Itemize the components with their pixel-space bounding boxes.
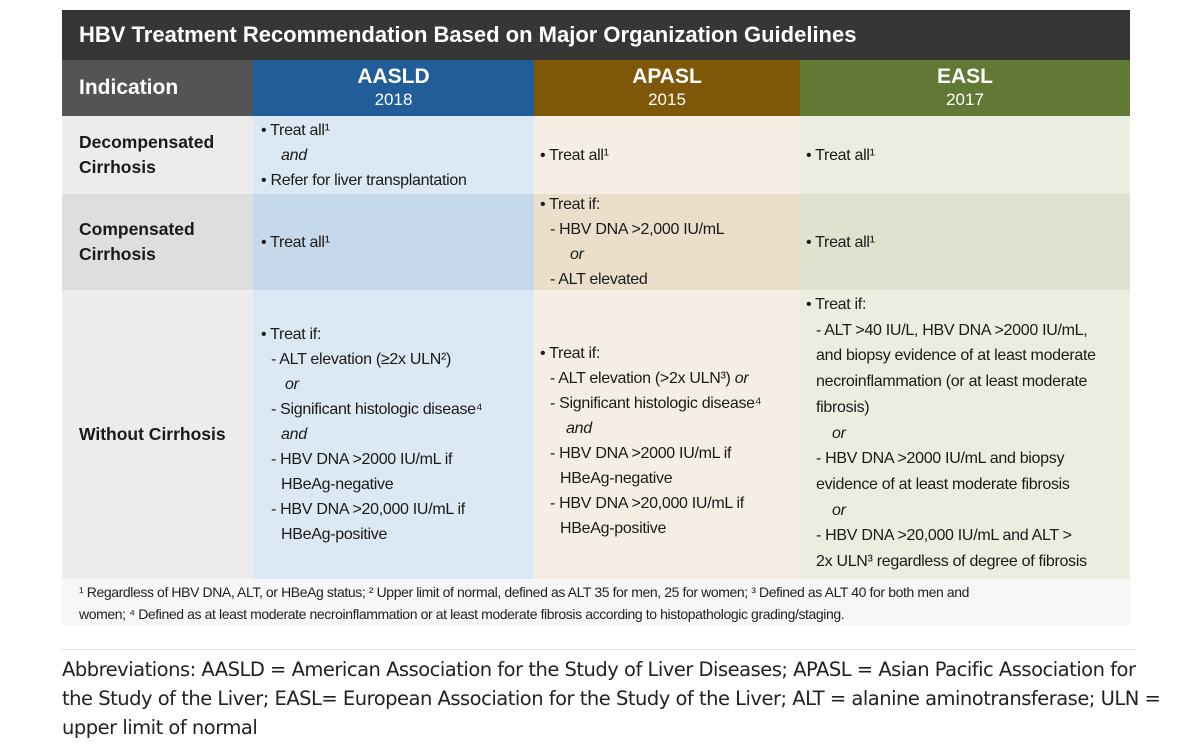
header-aasld: AASLD 2018 [253, 60, 534, 116]
cell-line: - ALT elevation (≥2x ULN²) [271, 351, 452, 368]
abbreviations-line: Abbreviations: AASLD = American Associat… [62, 658, 1136, 681]
cell-line: or [832, 501, 846, 519]
footnote-line: ¹ Regardless of HBV DNA, ALT, or HBeAg s… [79, 584, 970, 600]
cell-line: - HBV DNA >20,000 IU/mL if [550, 495, 744, 512]
table-title: HBV Treatment Recommendation Based on Ma… [62, 10, 1130, 60]
indication-line: Cirrhosis [79, 244, 156, 264]
cell-line: and [281, 426, 307, 443]
header-apasl-name: APASL [632, 65, 702, 88]
cell-line: • Treat all¹ [540, 146, 609, 164]
cell-line: - HBV DNA >2000 IU/mL if [550, 445, 732, 462]
cell-line: and [566, 420, 592, 437]
indication-line: Without Cirrhosis [79, 424, 226, 444]
cell-line: - HBV DNA >20,000 IU/mL if [271, 501, 465, 518]
abbreviations-caption: Abbreviations: AASLD = American Associat… [62, 655, 1161, 742]
cell-without-cirrhosis-apasl: • Treat if: - ALT elevation (>2x ULN³) o… [534, 290, 800, 579]
cell-line: • Refer for liver transplantation [261, 171, 467, 189]
cell-line: necroinflammation (or at least moderate [816, 373, 1088, 391]
header-apasl-year: 2015 [648, 90, 686, 109]
cell-line: fibrosis) [816, 398, 870, 416]
cell-line: • Treat if: [540, 345, 601, 362]
divider [62, 649, 1137, 650]
cell-compensated-aasld: • Treat all¹ [253, 194, 534, 290]
cell-line: - Significant histologic disease⁴ [550, 395, 762, 412]
cell-line: or [285, 376, 299, 393]
cell-line: - ALT elevation (>2x ULN³) or [540, 366, 800, 391]
cell-line: 2x ULN³ regardless of degree of fibrosis [816, 553, 1087, 571]
cell-line: HBeAg-negative [281, 476, 394, 493]
cell-without-cirrhosis-easl: • Treat if: - ALT >40 IU/L, HBV DNA >200… [800, 290, 1130, 579]
abbreviations-line: upper limit of normal [62, 716, 258, 739]
header-apasl: APASL 2015 [534, 60, 800, 116]
guideline-table-figure: HBV Treatment Recommendation Based on Ma… [62, 10, 1130, 626]
cell-line: • Treat all¹ [806, 146, 875, 164]
cell-line: - HBV DNA >2000 IU/mL and biopsy [816, 450, 1065, 468]
indication-line: Cirrhosis [79, 157, 156, 177]
cell-line-part: - ALT elevation (>2x ULN³) [550, 370, 731, 387]
header-easl-name: EASL [936, 65, 993, 88]
cell-line: - Significant histologic disease⁴ [271, 401, 483, 418]
header-aasld-year: 2018 [374, 90, 413, 109]
cell-compensated-easl: • Treat all¹ [800, 194, 1130, 290]
header-easl-year: 2017 [946, 90, 984, 109]
indication-compensated-cirrhosis: Compensated Cirrhosis [62, 194, 253, 290]
indication-line: Compensated [79, 219, 195, 239]
cell-line: • Treat all¹ [261, 121, 330, 139]
cell-decompensated-apasl: • Treat all¹ [534, 116, 800, 194]
header-indication: Indication [62, 60, 253, 116]
cell-line: - HBV DNA >20,000 IU/mL and ALT > [816, 527, 1072, 545]
cell-line: and biopsy evidence of at least moderate [816, 347, 1096, 365]
indication-line: Decompensated [79, 132, 215, 152]
cell-line: or [832, 424, 846, 442]
cell-line: • Treat all¹ [261, 233, 330, 251]
cell-line-part: or [734, 370, 749, 387]
abbreviations-line: the Study of the Liver; EASL= European A… [62, 687, 1161, 710]
table-footnote: ¹ Regardless of HBV DNA, ALT, or HBeAg s… [62, 579, 1130, 626]
cell-line: • Treat if: [540, 196, 601, 213]
indication-decompensated-cirrhosis: Decompensated Cirrhosis [62, 116, 253, 194]
cell-line: evidence of at least moderate fibrosis [816, 475, 1070, 493]
cell-line: • Treat all¹ [806, 233, 875, 251]
header-aasld-name: AASLD [357, 65, 430, 88]
footnote-line: women; ⁴ Defined as at least moderate ne… [79, 606, 845, 622]
cell-line: - ALT elevated [550, 271, 648, 288]
cell-line: - HBV DNA >2,000 IU/mL [550, 221, 725, 238]
cell-line: and [281, 146, 307, 164]
cell-decompensated-aasld: • Treat all¹ and • Refer for liver trans… [253, 116, 534, 194]
indication-without-cirrhosis: Without Cirrhosis [62, 290, 253, 579]
cell-line: • Treat if: [261, 326, 322, 343]
cell-without-cirrhosis-aasld: • Treat if: - ALT elevation (≥2x ULN²) o… [253, 290, 534, 579]
cell-line: - ALT >40 IU/L, HBV DNA >2000 IU/mL, [816, 321, 1088, 339]
cell-compensated-apasl: • Treat if: - HBV DNA >2,000 IU/mL or - … [534, 194, 800, 290]
header-easl: EASL 2017 [800, 60, 1130, 116]
cell-line: HBeAg-positive [281, 526, 388, 543]
cell-line: HBeAg-positive [560, 520, 667, 537]
cell-line: HBeAg-negative [560, 470, 673, 487]
cell-line: or [570, 246, 584, 263]
cell-line: - HBV DNA >2000 IU/mL if [271, 451, 453, 468]
cell-decompensated-easl: • Treat all¹ [800, 116, 1130, 194]
cell-line: • Treat if: [806, 296, 867, 313]
